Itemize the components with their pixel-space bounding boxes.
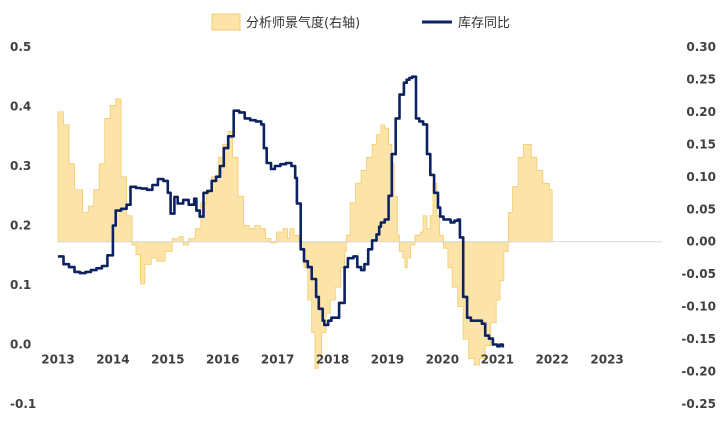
x-tick-label: 2019 xyxy=(371,353,404,367)
legend-area-swatch xyxy=(211,13,241,31)
legend-line-label: 库存同比 xyxy=(458,15,510,31)
left-tick-label: 0.4 xyxy=(10,100,31,114)
left-tick-label: 0.1 xyxy=(10,278,31,292)
x-tick-label: 2015 xyxy=(151,353,184,367)
right-tick-label: 0.25 xyxy=(686,72,716,86)
x-tick-label: 2021 xyxy=(481,353,514,367)
left-tick-label: 0.0 xyxy=(10,338,31,352)
right-tick-label: 0.05 xyxy=(686,202,716,216)
left-axis: 0.5 0.4 0.3 0.2 0.1 0.0 -0.1 xyxy=(10,40,36,411)
line-series xyxy=(58,75,505,348)
right-tick-label: -0.05 xyxy=(681,267,716,281)
right-tick-label: 0.10 xyxy=(686,170,716,184)
x-tick-label: 2017 xyxy=(261,353,294,367)
x-tick-label: 2018 xyxy=(316,353,349,367)
left-tick-label: 0.5 xyxy=(10,40,31,54)
legend: 分析师景气度(右轴) 库存同比 xyxy=(211,13,510,31)
right-tick-label: 0.30 xyxy=(686,40,716,54)
x-tick-label: 2023 xyxy=(590,353,623,367)
right-tick-label: -0.20 xyxy=(681,365,716,379)
left-tick-label: 0.2 xyxy=(10,219,31,233)
left-tick-label: 0.3 xyxy=(10,159,31,173)
right-tick-label: 0.20 xyxy=(686,105,716,119)
left-tick-label: -0.1 xyxy=(10,397,36,411)
x-tick-label: 2013 xyxy=(41,353,74,367)
right-tick-label: -0.15 xyxy=(681,332,716,346)
x-tick-label: 2020 xyxy=(426,353,459,367)
x-axis: 2013 2014 2015 2016 2017 2018 2019 2020 2021 2022… xyxy=(41,353,623,367)
x-tick-label: 2014 xyxy=(96,353,129,367)
right-tick-label: 0.15 xyxy=(686,137,716,151)
area-series xyxy=(57,98,553,369)
x-tick-label: 2022 xyxy=(535,353,568,367)
x-tick-label: 2016 xyxy=(206,353,239,367)
legend-area-label: 分析师景气度(右轴) xyxy=(246,15,360,31)
area-series-fill xyxy=(57,98,553,369)
line-series-path xyxy=(58,75,505,348)
right-tick-label: -0.10 xyxy=(681,300,716,314)
right-tick-label: 0.00 xyxy=(686,235,716,249)
right-tick-label: -0.25 xyxy=(681,397,716,411)
right-axis: 0.30 0.25 0.20 0.15 0.10 0.05 0.00 -0.05 -0.10 -0… xyxy=(681,40,716,411)
